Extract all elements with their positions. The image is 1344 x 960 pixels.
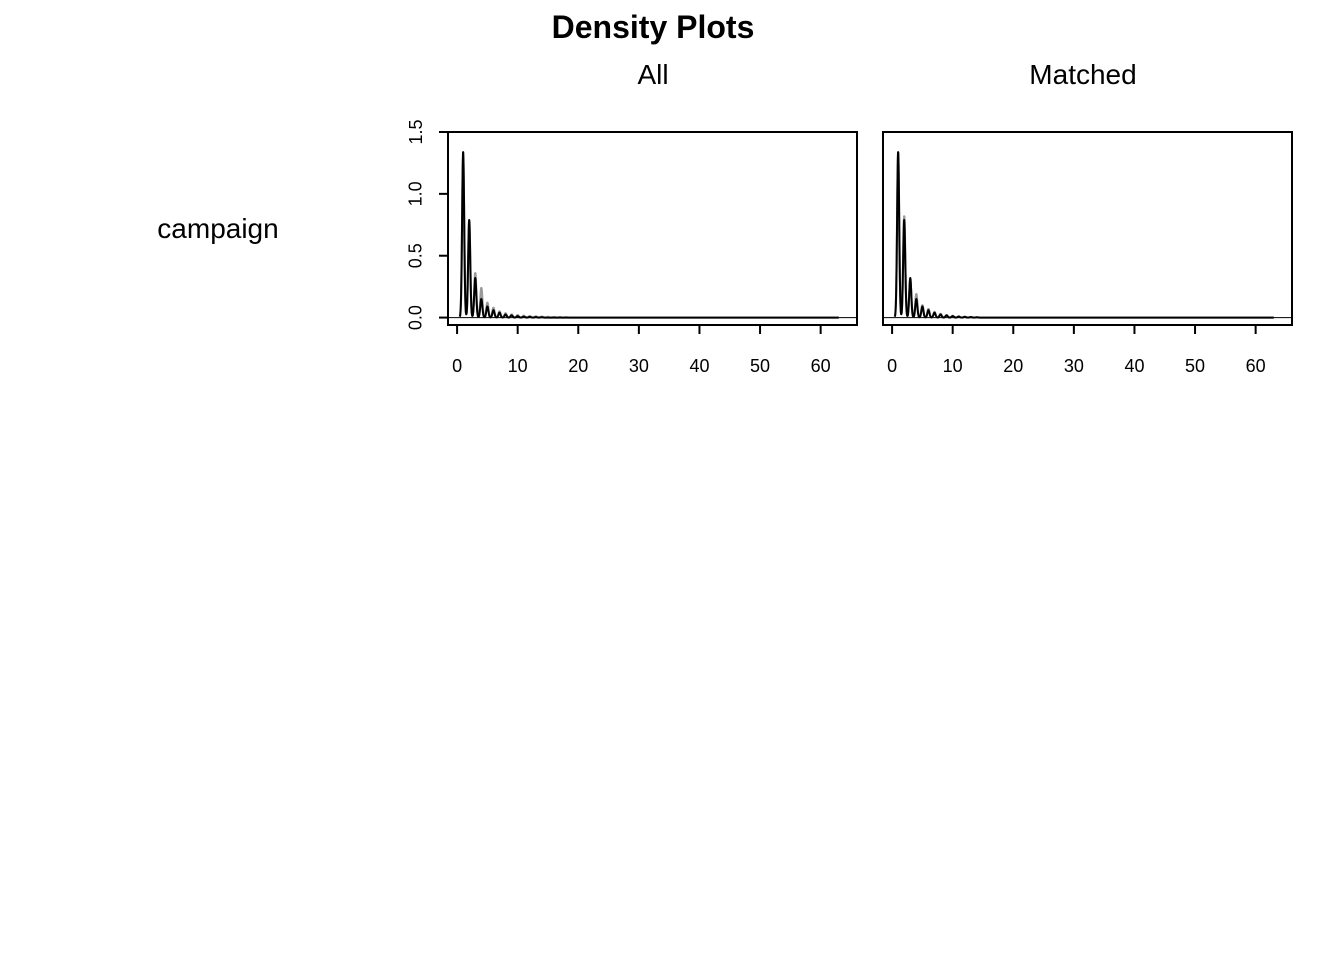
x-axis-matched: 0 10 20 30 40 50 60: [887, 324, 1266, 376]
x-tick-label-matched: 30: [1064, 356, 1084, 376]
x-tick-label-matched: 0: [887, 356, 897, 376]
x-tick-label-all: 0: [452, 356, 462, 376]
panel-title-matched: Matched: [1029, 59, 1136, 90]
density-line-treated-all: [458, 151, 840, 319]
panel-matched: Matched 0 10 20 30 40 50 60: [882, 59, 1293, 376]
x-tick-label-all: 40: [689, 356, 709, 376]
y-axis-all: 0.0 0.5 1.0 1.5: [406, 119, 449, 330]
x-tick-label-all: 20: [568, 356, 588, 376]
x-tick-label-matched: 40: [1124, 356, 1144, 376]
x-tick-label-all: 60: [811, 356, 831, 376]
plot-frame-matched: [882, 131, 1293, 326]
y-tick-label-all: 0.5: [406, 243, 426, 268]
row-label-campaign: campaign: [157, 213, 278, 244]
y-tick-label-all: 0.0: [406, 305, 426, 330]
x-tick-label-matched: 20: [1003, 356, 1023, 376]
panel-title-all: All: [637, 59, 668, 90]
plot-frame-all: [447, 131, 858, 326]
x-tick-label-all: 10: [508, 356, 528, 376]
x-tick-label-matched: 10: [943, 356, 963, 376]
x-tick-label-all: 30: [629, 356, 649, 376]
x-tick-label-matched: 60: [1246, 356, 1266, 376]
y-tick-label-all: 1.5: [406, 119, 426, 144]
density-line-control-all: [458, 155, 840, 319]
density-line-treated-matched: [893, 151, 1275, 319]
x-tick-label-matched: 50: [1185, 356, 1205, 376]
density-curves-matched: [883, 151, 1292, 319]
chart-title: Density Plots: [552, 9, 755, 45]
panel-all: All 0 10 20 30 40 50 60 0.0 0.5 1.0 1.5: [406, 59, 858, 376]
x-axis-all: 0 10 20 30 40 50 60: [452, 324, 831, 376]
x-tick-label-all: 50: [750, 356, 770, 376]
density-curves-all: [448, 151, 857, 319]
density-line-control-matched: [893, 152, 1275, 319]
y-tick-label-all: 1.0: [406, 181, 426, 206]
